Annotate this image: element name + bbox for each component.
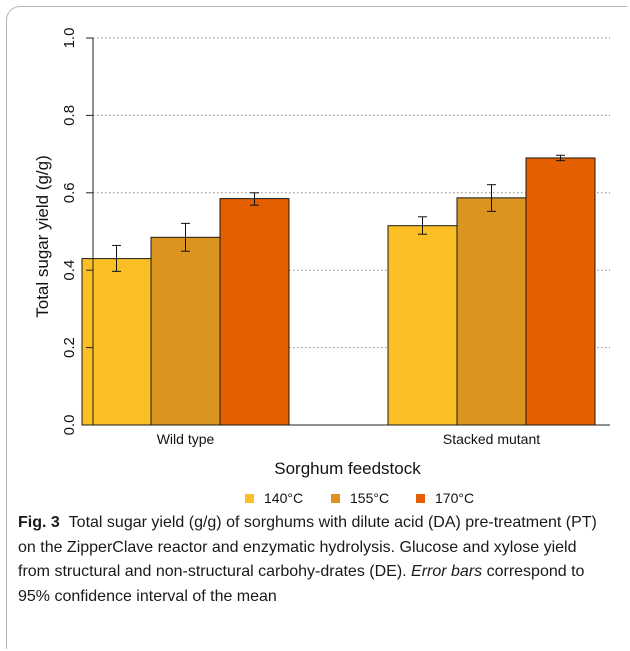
bar — [219, 198, 290, 426]
y-tick-label: 1.0 — [61, 28, 78, 49]
x-tick-labels: Wild type Stacked mutant — [157, 431, 541, 447]
caption-emphasis: Error bars — [411, 563, 483, 580]
x-tick-label: Wild type — [157, 431, 215, 447]
legend: 140°C 155°C 170°C — [245, 490, 474, 506]
figure-caption: Fig. 3 Total sugar yield (g/g) of sorghu… — [18, 511, 608, 609]
bar — [81, 258, 152, 426]
bar — [387, 225, 458, 426]
bar — [456, 197, 527, 426]
y-tick-label: 0.8 — [61, 105, 78, 126]
caption-text-1: Total sugar yield (g/g) of sorghums with… — [18, 514, 597, 580]
y-tick-label: 0.4 — [61, 260, 78, 281]
figure-frame — [6, 6, 627, 649]
legend-label: 170°C — [435, 490, 474, 506]
y-axis-title: Total sugar yield (g/g) — [33, 155, 52, 318]
bar — [525, 157, 596, 426]
caption-text-2: correspond to 95% confidence interval of… — [18, 563, 585, 605]
figure-label: Fig. 3 — [18, 514, 60, 531]
y-tick-label: 0.0 — [61, 415, 78, 436]
y-tick-label: 0.6 — [61, 182, 78, 203]
x-axis-title: Sorghum feedstock — [274, 459, 421, 478]
bars — [81, 154, 596, 426]
bar — [150, 236, 221, 426]
legend-swatch — [245, 494, 254, 503]
x-tick-label: Stacked mutant — [443, 431, 540, 447]
legend-label: 140°C — [264, 490, 303, 506]
legend-label: 155°C — [350, 490, 389, 506]
y-ticks: 0.0 0.2 0.4 0.6 0.8 1.0 — [61, 28, 93, 436]
y-tick-label: 0.2 — [61, 337, 78, 358]
legend-swatch — [416, 494, 425, 503]
bar-chart: 0.0 0.2 0.4 0.6 0.8 1.0 Wild type Stacked muta… — [33, 28, 610, 506]
legend-swatch — [331, 494, 340, 503]
